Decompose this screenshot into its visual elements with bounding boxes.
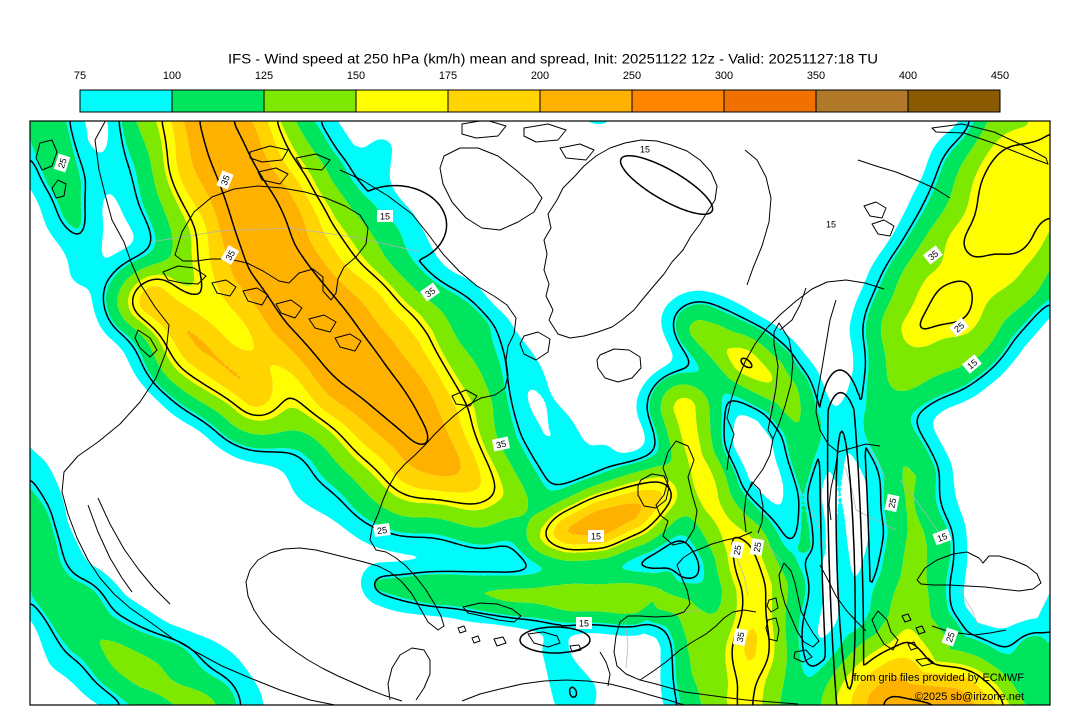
svg-text:200: 200 [531, 70, 549, 82]
svg-text:35: 35 [926, 248, 940, 262]
svg-text:15: 15 [936, 531, 949, 544]
svg-text:450: 450 [991, 70, 1009, 82]
svg-text:15: 15 [640, 145, 650, 155]
svg-text:25: 25 [732, 544, 744, 556]
svg-text:35: 35 [219, 174, 232, 187]
svg-text:35: 35 [735, 631, 747, 643]
svg-text:25: 25 [752, 541, 764, 553]
svg-text:35: 35 [423, 285, 437, 299]
svg-text:25: 25 [376, 525, 387, 536]
svg-text:35: 35 [224, 248, 238, 262]
svg-text:35: 35 [495, 439, 507, 451]
svg-text:15: 15 [965, 357, 979, 371]
svg-text:IFS - Wind speed at 250 hPa (k: IFS - Wind speed at 250 hPa (km/h) mean … [228, 52, 878, 68]
svg-text:400: 400 [899, 70, 917, 82]
svg-text:25: 25 [56, 157, 69, 170]
svg-text:250: 250 [623, 70, 641, 82]
svg-text:15: 15 [579, 619, 589, 629]
svg-text:125: 125 [255, 70, 273, 82]
svg-text:©2025 sb@irizone.net: ©2025 sb@irizone.net [915, 691, 1024, 703]
svg-text:75: 75 [74, 70, 86, 82]
svg-text:150: 150 [347, 70, 365, 82]
svg-text:300: 300 [715, 70, 733, 82]
svg-text:from grib files provided by EC: from grib files provided by ECMWF [853, 672, 1024, 684]
svg-text:25: 25 [887, 497, 899, 509]
svg-text:350: 350 [807, 70, 825, 82]
svg-text:15: 15 [826, 220, 836, 230]
svg-text:25: 25 [944, 631, 957, 644]
svg-text:15: 15 [380, 212, 390, 222]
svg-text:25: 25 [952, 320, 966, 334]
svg-text:15: 15 [591, 532, 601, 542]
svg-text:100: 100 [163, 70, 181, 82]
svg-text:175: 175 [439, 70, 457, 82]
